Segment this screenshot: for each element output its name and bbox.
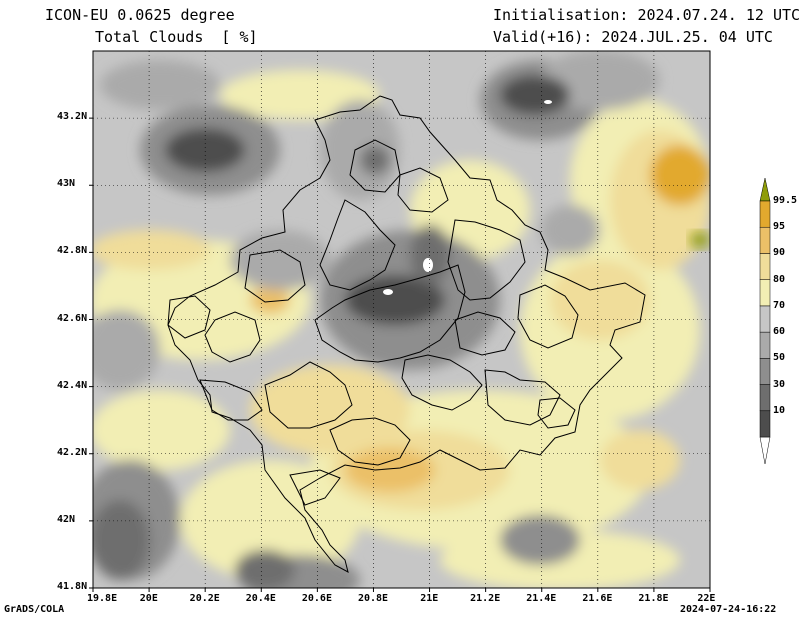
legend-level-label: 30	[773, 378, 786, 390]
latitude-label: 42.4N	[57, 379, 88, 391]
legend-level-label: 90	[773, 247, 786, 259]
axis-ticks	[89, 117, 711, 592]
legend-level-label: 10	[773, 404, 786, 416]
model-title: ICON-EU 0.0625 degree	[45, 6, 235, 24]
legend-swatch	[759, 200, 771, 228]
legend-top-arrow	[759, 177, 771, 202]
initialisation-time: Initialisation: 2024.07.24. 12 UTC	[493, 6, 800, 24]
longitude-label: 21.4E	[526, 593, 557, 604]
legend-bottom-arrow	[759, 436, 771, 465]
longitude-label: 21E	[420, 593, 439, 604]
legend-level-label: 95	[773, 221, 786, 233]
latitude-label: 42N	[57, 513, 76, 525]
latitude-label: 43.2N	[57, 111, 88, 123]
legend-swatch	[759, 226, 771, 254]
legend-level-label: 60	[773, 326, 786, 338]
cloud-field	[93, 51, 710, 588]
longitude-label: 20.6E	[301, 593, 332, 604]
latitude-label: 42.8N	[57, 245, 88, 257]
clear-patch	[423, 258, 433, 272]
latitude-label: 41.8N	[57, 581, 88, 592]
legend-swatch	[759, 331, 771, 359]
longitude-label: 19.8E	[87, 593, 118, 604]
valid-time: Valid(+16): 2024.JUL.25. 04 UTC	[493, 28, 773, 46]
longitude-label: 20.2E	[189, 593, 220, 604]
latitude-label: 43N	[57, 178, 76, 190]
legend-swatch	[759, 384, 771, 412]
longitude-label: 20E	[139, 593, 158, 604]
admin-boundaries	[167, 95, 646, 573]
longitude-label: 20.8E	[357, 593, 389, 604]
creation-timestamp: 2024-07-24-16:22	[680, 604, 777, 615]
latitude-label: 42.6N	[57, 312, 88, 324]
legend-level-label: 99.5	[773, 195, 798, 206]
longitude-label: 22E	[697, 593, 716, 604]
legend-swatch	[759, 358, 771, 385]
variable-title: Total Clouds [ %]	[95, 28, 258, 46]
legend-colorbar	[759, 177, 771, 465]
legend-swatch	[759, 305, 771, 333]
longitude-label: 21.6E	[582, 593, 613, 604]
clear-patch	[544, 100, 552, 104]
legend-swatch	[759, 253, 771, 280]
longitude-label: 21.8E	[638, 593, 669, 604]
longitude-label: 20.4E	[245, 593, 276, 604]
legend-level-label: 50	[773, 352, 786, 364]
legend-swatch	[759, 279, 771, 307]
software-credit: GrADS/COLA	[4, 604, 65, 615]
latitude-label: 42.2N	[57, 446, 88, 458]
legend-level-label: 80	[773, 273, 786, 285]
legend-level-label: 70	[773, 299, 786, 311]
graticule	[93, 51, 710, 588]
longitude-label: 21.2E	[470, 593, 501, 604]
clear-patch	[383, 289, 393, 295]
legend-swatch	[759, 410, 771, 438]
